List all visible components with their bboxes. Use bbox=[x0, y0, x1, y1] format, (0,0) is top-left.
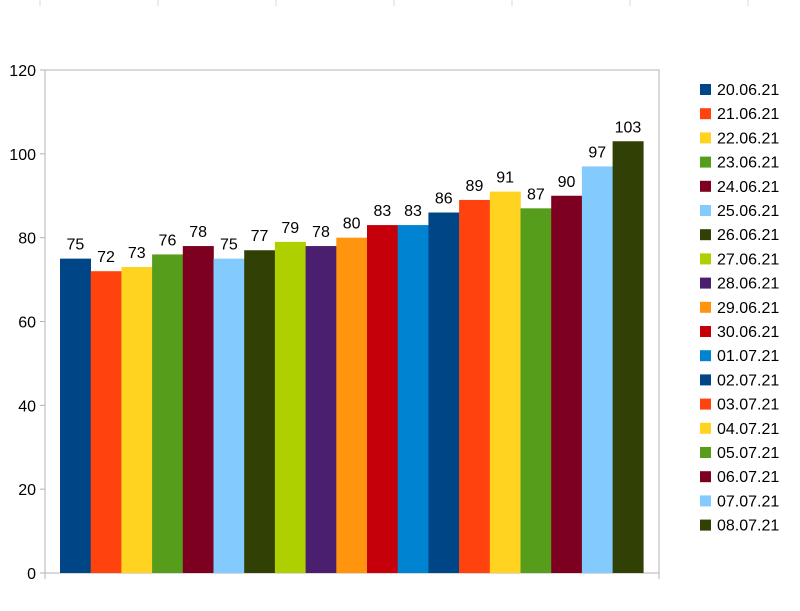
data-label: 76 bbox=[159, 232, 177, 249]
legend-label: 26.06.21 bbox=[717, 227, 779, 244]
bar bbox=[612, 141, 644, 573]
y-tick-label: 0 bbox=[27, 566, 36, 583]
bar bbox=[581, 166, 613, 573]
legend-label: 08.07.21 bbox=[717, 518, 779, 535]
legend-swatch bbox=[700, 132, 711, 144]
legend-swatch bbox=[700, 471, 711, 483]
legend-label: 24.06.21 bbox=[717, 179, 779, 196]
data-labels: 75 72 73 76 78 75 77 79 78 80 83 83 86 89 91 87 90 97 103 bbox=[66, 119, 641, 266]
data-label: 80 bbox=[343, 216, 361, 233]
bar bbox=[551, 195, 583, 573]
data-label: 103 bbox=[615, 119, 642, 136]
legend-label: 22.06.21 bbox=[717, 130, 779, 147]
data-label: 73 bbox=[128, 245, 146, 262]
legend-label: 30.06.21 bbox=[717, 324, 779, 341]
data-label: 89 bbox=[466, 178, 484, 195]
legend-label: 21.06.21 bbox=[717, 106, 779, 123]
y-axis: 0 20 40 60 80 100 120 bbox=[9, 63, 660, 583]
bar bbox=[336, 237, 368, 574]
data-label: 75 bbox=[220, 237, 238, 254]
data-label: 83 bbox=[373, 203, 391, 220]
y-tick-label: 120 bbox=[9, 63, 36, 80]
bar bbox=[397, 225, 429, 573]
legend-swatch bbox=[700, 180, 711, 192]
bar bbox=[428, 212, 460, 573]
data-label: 86 bbox=[435, 191, 453, 208]
legend: 20.06.21 21.06.21 22.06.21 23.06.21 24.06.21… bbox=[700, 82, 779, 535]
legend-label: 25.06.21 bbox=[717, 203, 779, 220]
top-edge-tick-marks bbox=[39, 0, 749, 6]
y-tick-label: 20 bbox=[18, 482, 36, 499]
legend-label: 28.06.21 bbox=[717, 276, 779, 293]
legend-swatch bbox=[700, 156, 711, 168]
y-tick-label: 40 bbox=[18, 398, 36, 415]
legend-label: 27.06.21 bbox=[717, 251, 779, 268]
legend-swatch bbox=[700, 398, 711, 410]
data-label: 78 bbox=[189, 224, 207, 241]
data-label: 75 bbox=[66, 237, 84, 254]
legend-label: 29.06.21 bbox=[717, 300, 779, 317]
data-label: 83 bbox=[404, 203, 422, 220]
legend-swatch bbox=[700, 301, 711, 313]
bar bbox=[213, 258, 245, 574]
legend-swatch bbox=[700, 374, 711, 386]
legend-label: 20.06.21 bbox=[717, 82, 779, 99]
bar bbox=[152, 254, 184, 573]
legend-label: 04.07.21 bbox=[717, 421, 779, 438]
y-tick-label: 100 bbox=[9, 147, 36, 164]
legend-swatch bbox=[700, 277, 711, 289]
legend-swatch bbox=[700, 519, 711, 531]
bar bbox=[90, 271, 122, 573]
legend-label: 06.07.21 bbox=[717, 469, 779, 486]
data-label: 91 bbox=[496, 170, 514, 187]
legend-swatch bbox=[700, 229, 711, 241]
legend-swatch bbox=[700, 84, 711, 95]
data-label: 87 bbox=[527, 186, 545, 203]
legend-label: 02.07.21 bbox=[717, 372, 779, 389]
bar bbox=[305, 246, 337, 574]
bar-series bbox=[60, 141, 644, 574]
data-label: 72 bbox=[97, 249, 115, 266]
y-tick-label: 80 bbox=[18, 231, 36, 248]
data-label: 78 bbox=[312, 224, 330, 241]
legend-swatch bbox=[700, 108, 711, 120]
legend-label: 03.07.21 bbox=[717, 397, 779, 414]
data-label: 79 bbox=[281, 220, 299, 237]
legend-label: 01.07.21 bbox=[717, 348, 779, 365]
legend-swatch bbox=[700, 350, 711, 362]
legend-swatch bbox=[700, 326, 711, 337]
bar bbox=[60, 258, 91, 574]
legend-swatch bbox=[700, 495, 711, 507]
y-tick-label: 60 bbox=[18, 315, 36, 332]
bar bbox=[274, 241, 306, 574]
bar bbox=[367, 225, 398, 573]
bar bbox=[244, 250, 276, 574]
legend-swatch bbox=[700, 253, 711, 265]
legend-label: 05.07.21 bbox=[717, 445, 779, 462]
bar bbox=[489, 191, 521, 573]
bar bbox=[121, 267, 153, 573]
legend-swatch bbox=[700, 205, 711, 216]
legend-label: 23.06.21 bbox=[717, 155, 779, 172]
bar bbox=[459, 199, 491, 573]
legend-swatch bbox=[700, 447, 711, 458]
data-label: 97 bbox=[588, 144, 606, 161]
bar bbox=[182, 246, 214, 574]
legend-label: 07.07.21 bbox=[717, 493, 779, 510]
legend-swatch bbox=[700, 422, 711, 434]
bar bbox=[520, 208, 552, 573]
data-label: 77 bbox=[251, 228, 269, 245]
data-label: 90 bbox=[558, 174, 576, 191]
